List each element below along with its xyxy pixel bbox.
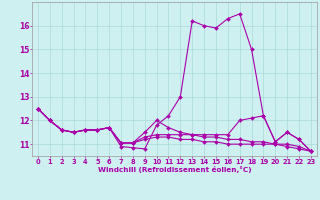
X-axis label: Windchill (Refroidissement éolien,°C): Windchill (Refroidissement éolien,°C)	[98, 166, 251, 173]
